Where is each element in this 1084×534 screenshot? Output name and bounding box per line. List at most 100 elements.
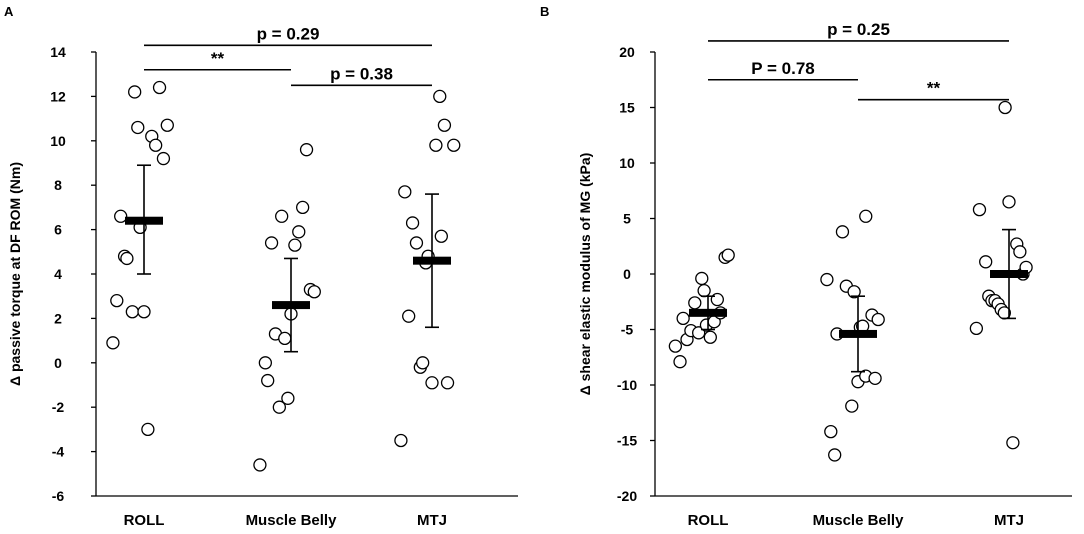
panel-b-data-point	[824, 424, 838, 439]
panel-b-significance-label: p = 0.25	[827, 20, 890, 39]
panel-b-y-tick-label: -15	[617, 433, 637, 449]
panel-a-data-point	[409, 236, 424, 250]
panel-a-data-point	[106, 336, 120, 350]
panel-a-data-point	[275, 209, 289, 223]
panel-a-y-tick-label: -2	[52, 399, 65, 415]
panel-a-data-point	[152, 80, 167, 95]
panel-a-data-point	[156, 151, 171, 166]
panel-a-data-point	[429, 138, 443, 152]
panel-a-data-point	[114, 209, 128, 223]
panel-a-data-point	[288, 238, 302, 252]
panel-b-data-point	[697, 283, 711, 298]
panel-b-category-label: MTJ	[994, 512, 1024, 529]
panel-b-data-point	[710, 292, 724, 307]
panel-b-significance-label: P = 0.78	[751, 59, 815, 78]
panel-a-y-tick-label: 2	[54, 310, 62, 326]
panel-a-data-point	[281, 391, 295, 405]
panel-b-y-tick-label: -20	[617, 488, 637, 504]
panel-b-mean-marker	[689, 308, 727, 317]
panel-b-y-tick-label: 5	[623, 211, 631, 227]
panel-b-data-point	[721, 248, 735, 262]
panel-b-data-point	[859, 209, 873, 223]
panel-a-data-point	[447, 138, 461, 152]
panel-a-data-point	[120, 251, 134, 266]
panel-b-data-point	[835, 225, 850, 239]
panel-a-letter: A	[4, 4, 14, 19]
panel-b-data-point	[695, 271, 709, 286]
panel-a-data-point	[149, 138, 163, 152]
panel-a-data-point	[433, 89, 447, 104]
panel-a-data-point	[292, 225, 306, 239]
panel-a-y-tick-label: 4	[54, 266, 62, 282]
panel-b-y-tick-label: -10	[617, 377, 637, 393]
panel-b-data-point	[1006, 436, 1020, 450]
panel-a-mean-marker	[125, 216, 163, 225]
panel-a-mean-marker	[413, 256, 451, 265]
panel-b-y-tick-label: 0	[623, 266, 631, 282]
panel-a-category-label: MTJ	[417, 512, 447, 529]
panel-b-y-tick-label: 20	[619, 44, 635, 60]
panel-a-data-point	[278, 331, 292, 346]
panel-a-data-point	[131, 120, 145, 135]
panel-b-data-point	[828, 448, 842, 462]
panel-a-data-point	[425, 376, 439, 390]
panel-a-data-point	[253, 458, 267, 472]
panel-a-y-tick-label: -4	[52, 444, 65, 460]
panel-a-data-point	[110, 293, 124, 308]
panel-a-data-point	[402, 309, 416, 323]
panel-b-data-point	[668, 339, 683, 353]
panel-a-data-point	[398, 185, 412, 199]
panel-a-significance-label: p = 0.29	[257, 24, 320, 43]
panel-a-mean-marker	[272, 301, 310, 310]
panel-b-data-point	[703, 330, 717, 344]
panel-b-data-point	[820, 272, 834, 287]
panel-b-data-point	[969, 321, 984, 336]
panel-a-data-point	[405, 216, 420, 230]
panel-b-letter: B	[540, 4, 549, 19]
panel-a: A Δ passive torque at DF ROM (Nm) -6 -4 -2…	[4, 4, 518, 529]
panel-a-data-point	[394, 433, 408, 448]
panel-a-y-tick-label: 8	[54, 177, 62, 193]
panel-b-mean-marker	[990, 270, 1028, 278]
panel-a-significance-label: **	[211, 49, 225, 68]
panel-b: B Δ shear elastic modulus of MG (kPa) -2…	[540, 4, 1072, 529]
panel-a-data-point	[258, 356, 273, 370]
panel-a-y-tick-label: 0	[54, 355, 62, 371]
panel-a-data-point	[272, 400, 286, 414]
panel-b-data-point	[979, 255, 993, 269]
panel-b-category-label: ROLL	[688, 512, 729, 529]
panel-a-y-axis-label: Δ passive torque at DF ROM (Nm)	[7, 162, 23, 386]
panel-a-category-label: Muscle Belly	[246, 512, 338, 529]
panel-a-data-point	[160, 118, 174, 132]
panel-b-data-point	[673, 355, 687, 369]
panel-a-data-point	[125, 305, 139, 319]
panel-b-data-point	[847, 285, 861, 299]
panel-b-data-point	[998, 100, 1012, 115]
panel-b-data-point	[845, 399, 859, 413]
panel-a-data-point	[437, 118, 452, 132]
panel-b-category-label: Muscle Belly	[813, 512, 905, 529]
panel-b-data-point	[1002, 195, 1016, 209]
panel-b-y-tick-label: 10	[619, 155, 635, 171]
panel-a-data-point	[299, 143, 314, 157]
panel-a-data-point	[296, 200, 310, 215]
panel-a-data-point	[434, 229, 448, 243]
panel-b-y-tick-label: -5	[621, 322, 634, 338]
panel-a-y-tick-label: 10	[50, 133, 66, 149]
panel-a-data-point	[264, 236, 279, 250]
panel-b-data-point	[1013, 245, 1027, 259]
panel-b-data-point	[972, 202, 987, 217]
panel-a-data-point	[128, 85, 142, 99]
panel-b-data-point	[868, 371, 882, 385]
panel-b-significance-label: **	[927, 79, 941, 98]
panel-b-y-tick-label: 15	[619, 100, 635, 116]
panel-b-data-point	[871, 312, 885, 327]
panel-a-y-tick-label: 14	[50, 44, 66, 60]
panel-b-data-point	[676, 311, 690, 326]
panel-a-data-point	[307, 285, 321, 299]
panel-b-data-point	[688, 296, 702, 310]
panel-a-category-label: ROLL	[124, 512, 165, 529]
panel-b-mean-marker	[839, 329, 877, 338]
panel-a-data-point	[416, 356, 430, 370]
